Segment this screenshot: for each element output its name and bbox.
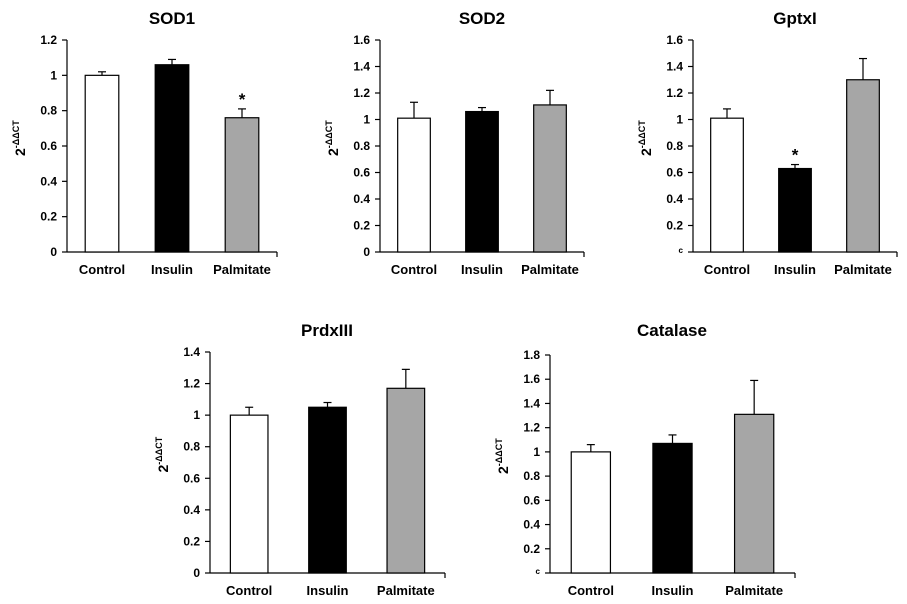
y-tick-label: 0.8: [523, 469, 540, 483]
y-tick-label: 0.2: [183, 534, 200, 548]
x-tick-label-control: Control: [568, 583, 614, 598]
y-tick-label: 0.6: [40, 139, 57, 153]
y-tick-label: 1.2: [666, 86, 683, 100]
x-tick-label-insulin: Insulin: [652, 583, 694, 598]
bar-palmitate: [846, 79, 880, 253]
y-tick-label: 1: [193, 408, 200, 422]
y-tick-label: 0.2: [523, 542, 540, 556]
y-tick-label: 1.4: [523, 396, 540, 410]
y-tick-label: 1.2: [523, 421, 540, 435]
bar-palmitate: [733, 413, 775, 574]
y-tick-label: 0.6: [353, 166, 370, 180]
y-tick-label: 0.8: [353, 139, 370, 153]
y-tick-label: 0.8: [40, 104, 57, 118]
y-axis-label: 2-ΔΔCT: [154, 436, 171, 472]
x-tick-label-insulin: Insulin: [774, 262, 816, 277]
y-tick-label: 0.2: [40, 210, 57, 224]
y-tick-label: 1: [533, 445, 540, 459]
y-tick-label: 1: [363, 113, 370, 127]
chart-panel-prdxiii: PrdxIII 2-ΔΔCT 0 0.2 0.4 0.6 0.8 1 1.2 1.4 Control…: [154, 321, 446, 598]
bar-control: [397, 117, 431, 253]
x-tick-label-palmitate: Palmitate: [725, 583, 783, 598]
y-axis-label: 2-ΔΔCT: [637, 120, 654, 156]
y-tick-label: 0.4: [523, 518, 540, 532]
bar-insulin: [652, 442, 693, 574]
chart-title: PrdxIII: [301, 321, 353, 340]
chart-title: SOD1: [149, 9, 195, 28]
y-tick-label: 1.2: [353, 86, 370, 100]
y-tick-label: 0.4: [40, 174, 57, 188]
bar-control: [710, 117, 744, 253]
x-tick-label-palmitate: Palmitate: [834, 262, 892, 277]
bar-control: [84, 74, 120, 253]
y-axis-label: 2-ΔΔCT: [324, 120, 341, 156]
chart-panel-catalase: Catalase 2-ΔΔCT ᶜ 0.2 0.4 0.6 0.8 1 1.2 1.4 1.6 1.8…: [494, 321, 796, 598]
bar-insulin: [778, 167, 812, 253]
y-tick-label: 0.2: [353, 219, 370, 233]
x-tick-label-control: Control: [226, 583, 272, 598]
y-tick-label: 0.4: [183, 503, 200, 517]
y-tick-label: 1: [676, 113, 683, 127]
chart-title: GptxI: [773, 9, 816, 28]
chart-panel-gptxi: GptxI 2-ΔΔCT ᶜ 0.2 0.4 0.6 0.8 1 1.2 1.4 1.6 Contro…: [637, 9, 898, 277]
significance-star: *: [792, 146, 799, 165]
y-tick-label: ᶜ: [678, 245, 683, 259]
y-tick-label: 0.8: [666, 139, 683, 153]
y-tick-label: 1.2: [40, 33, 57, 47]
bar-control: [570, 451, 612, 574]
y-tick-label: 0.6: [183, 471, 200, 485]
y-tick-label: 0: [50, 245, 57, 259]
y-tick-label: 1.4: [183, 345, 200, 359]
y-axis-label: 2-ΔΔCT: [494, 438, 511, 474]
x-tick-label-palmitate: Palmitate: [377, 583, 435, 598]
y-tick-label: 1.6: [353, 33, 370, 47]
chart-title: Catalase: [637, 321, 707, 340]
y-tick-label: 1: [50, 68, 57, 82]
x-tick-label-control: Control: [391, 262, 437, 277]
y-tick-label: ᶜ: [535, 566, 540, 580]
y-tick-label: 0.6: [523, 493, 540, 507]
y-tick-label: 1.6: [523, 372, 540, 386]
x-tick-label-control: Control: [79, 262, 125, 277]
bar-insulin: [465, 110, 499, 253]
x-tick-label-insulin: Insulin: [307, 583, 349, 598]
y-tick-label: 1.4: [666, 60, 683, 74]
y-tick-label: 0.4: [353, 192, 370, 206]
y-tick-label: 0: [193, 566, 200, 580]
x-tick-label-control: Control: [704, 262, 750, 277]
x-tick-label-insulin: Insulin: [461, 262, 503, 277]
y-tick-label: 0.8: [183, 440, 200, 454]
chart-panel-sod1: SOD1 2-ΔΔCT 0 0.2 0.4 0.6 0.8 1 1.2 Control Insuli…: [11, 9, 278, 277]
y-tick-label: 1.6: [666, 33, 683, 47]
y-tick-label: 1.2: [183, 377, 200, 391]
y-tick-label: 0.2: [666, 219, 683, 233]
x-tick-label-palmitate: Palmitate: [521, 262, 579, 277]
y-axis-label: 2-ΔΔCT: [11, 120, 28, 156]
bar-palmitate: [533, 104, 567, 253]
chart-panel-sod2: SOD2 2-ΔΔCT 0 0.2 0.4 0.6 0.8 1 1.2 1.4 1.6 Control…: [324, 9, 585, 277]
y-tick-label: 1.4: [353, 60, 370, 74]
chart-title: SOD2: [459, 9, 505, 28]
x-tick-label-palmitate: Palmitate: [213, 262, 271, 277]
bar-control: [229, 414, 269, 574]
y-tick-label: 0.4: [666, 192, 683, 206]
bar-insulin: [308, 406, 347, 574]
y-tick-label: 0.6: [666, 166, 683, 180]
significance-star: *: [239, 90, 246, 109]
bar-palmitate: [386, 387, 426, 574]
bar-palmitate: [224, 117, 260, 253]
y-tick-label: 1.8: [523, 348, 540, 362]
bar-insulin: [154, 64, 190, 253]
x-tick-label-insulin: Insulin: [151, 262, 193, 277]
y-tick-label: 0: [363, 245, 370, 259]
